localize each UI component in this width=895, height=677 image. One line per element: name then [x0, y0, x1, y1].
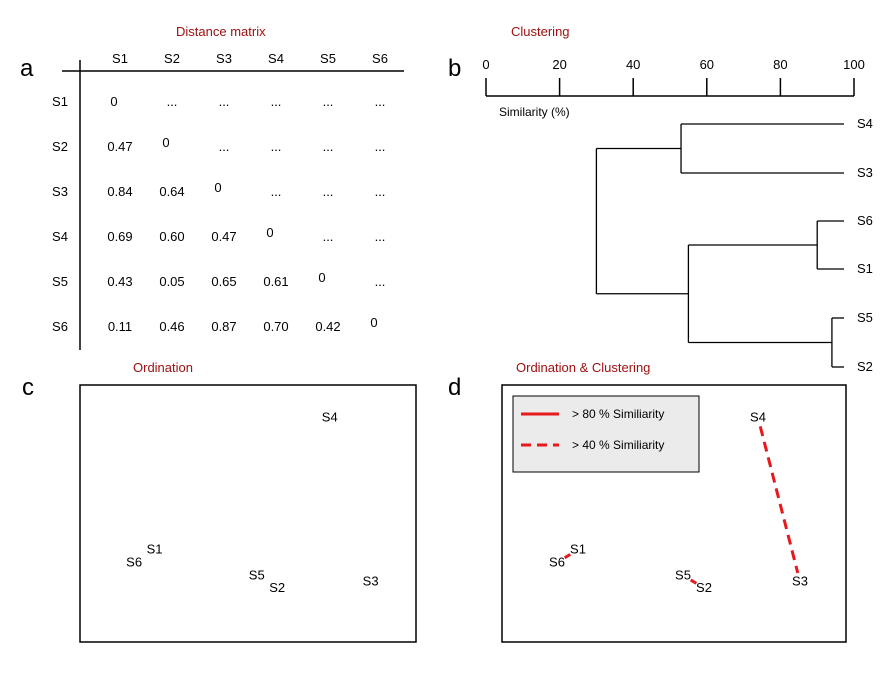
similarity-axis-label: Similarity (%) — [499, 105, 570, 119]
leaf-label-s5: S5 — [857, 310, 873, 325]
point-label-s4: S4 — [750, 410, 766, 425]
link-s5-s2 — [689, 578, 698, 585]
legend-label-solid: > 80 % Similiarity — [572, 407, 664, 421]
matrix-row-header-s1: S1 — [52, 94, 68, 109]
point-label-s1: S1 — [570, 542, 586, 557]
matrix-cell: 0 — [110, 94, 117, 109]
matrix-cell: ... — [219, 94, 230, 109]
matrix-cell: ... — [167, 94, 178, 109]
matrix-cell: ... — [323, 94, 334, 109]
matrix-cell: 0.70 — [263, 319, 288, 334]
ordination-frame — [79, 384, 417, 643]
point-label-s6: S6 — [126, 554, 142, 569]
matrix-cell: 0 — [370, 315, 377, 330]
matrix-cell: ... — [323, 229, 334, 244]
similarity-tick-label: 100 — [843, 57, 865, 72]
panel-a-title: Distance matrix — [176, 24, 266, 39]
matrix-cell: 0.69 — [107, 229, 132, 244]
matrix-cell: ... — [323, 184, 334, 199]
point-label-s3: S3 — [363, 574, 379, 589]
matrix-cell: 0.47 — [107, 139, 132, 154]
matrix-col-header-s3: S3 — [216, 51, 232, 66]
similarity-tick-label: 60 — [700, 57, 714, 72]
matrix-cell: ... — [375, 139, 386, 154]
matrix-cell: ... — [323, 139, 334, 154]
panel-b-letter: b — [448, 55, 461, 82]
matrix-col-header-s1: S1 — [112, 51, 128, 66]
point-label-s5: S5 — [249, 567, 265, 582]
leaf-label-s3: S3 — [857, 165, 873, 180]
matrix-cell: 0.84 — [107, 184, 132, 199]
matrix-col-header-s5: S5 — [320, 51, 336, 66]
legend: > 80 % Similiarity > 40 % Similiarity — [512, 395, 700, 473]
matrix-cell: ... — [375, 229, 386, 244]
matrix-cell: 0 — [318, 270, 325, 285]
point-label-s2: S2 — [269, 580, 285, 595]
matrix-cell: 0.43 — [107, 274, 132, 289]
panel-a-letter: a — [20, 55, 34, 82]
matrix-cell: 0.61 — [263, 274, 288, 289]
matrix-cell: 0.42 — [315, 319, 340, 334]
panel-c-letter: c — [22, 374, 34, 401]
matrix-cell: ... — [271, 184, 282, 199]
point-label-s4: S4 — [322, 410, 338, 425]
matrix-row-header-s4: S4 — [52, 229, 68, 244]
leaf-label-s6: S6 — [857, 213, 873, 228]
similarity-tick-label: 40 — [626, 57, 640, 72]
point-label-s2: S2 — [696, 580, 712, 595]
matrix-cell: ... — [375, 184, 386, 199]
point-label-s3: S3 — [792, 574, 808, 589]
matrix-row-header-s3: S3 — [52, 184, 68, 199]
matrix-cell: ... — [271, 139, 282, 154]
matrix-cell: 0 — [266, 225, 273, 240]
matrix-cell: ... — [375, 274, 386, 289]
matrix-cell: 0 — [162, 135, 169, 150]
matrix-cell: 0 — [214, 180, 221, 195]
matrix-cell: ... — [219, 139, 230, 154]
leaf-label-s1: S1 — [857, 261, 873, 276]
matrix-cell: 0.87 — [211, 319, 236, 334]
panel-d-letter: d — [448, 374, 461, 401]
dendrogram: Similarity (%) 0 20 40 60 80 100 S4 S3 S6 S1 S5 S2 — [482, 57, 873, 374]
panel-b-title: Clustering — [511, 24, 570, 39]
leaf-label-s4: S4 — [857, 116, 873, 131]
matrix-cell: 0.46 — [159, 319, 184, 334]
distance-matrix: S1 S2 S3 S4 S5 S6 S1 0............ ... S2 0.47 0...… — [52, 51, 404, 350]
matrix-cell: 0.47 — [211, 229, 236, 244]
matrix-cell: ... — [271, 94, 282, 109]
point-label-s6: S6 — [549, 554, 565, 569]
similarity-tick-label: 0 — [482, 57, 489, 72]
ordination-clustering-plot: S4 S1 S6 S5 S2 S3 — [549, 410, 808, 595]
matrix-col-header-s6: S6 — [372, 51, 388, 66]
similarity-tick-label: 20 — [552, 57, 566, 72]
similarity-tick-label: 80 — [773, 57, 787, 72]
ordination-plot: S4 S1 S6 S5 S2 S3 — [126, 410, 378, 595]
matrix-cell: 0.05 — [159, 274, 184, 289]
link-s4-s3 — [758, 425, 800, 574]
matrix-cell: 0.11 — [108, 319, 132, 334]
matrix-cell: 0.60 — [159, 229, 184, 244]
matrix-col-header-s2: S2 — [164, 51, 180, 66]
ordination-clustering-frame — [501, 384, 847, 643]
matrix-row-header-s6: S6 — [52, 319, 68, 334]
matrix-cell: 0.64 — [159, 184, 184, 199]
link-s1-s6 — [563, 553, 572, 560]
matrix-col-header-s4: S4 — [268, 51, 284, 66]
legend-box — [512, 395, 700, 473]
matrix-row-header-s2: S2 — [52, 139, 68, 154]
point-label-s5: S5 — [675, 567, 691, 582]
matrix-row-header-s5: S5 — [52, 274, 68, 289]
panel-d-title: Ordination & Clustering — [516, 360, 650, 375]
leaf-label-s2: S2 — [857, 359, 873, 374]
matrix-cell: 0.65 — [211, 274, 236, 289]
point-label-s1: S1 — [147, 542, 163, 557]
matrix-cell: ... — [375, 94, 386, 109]
legend-label-dashed: > 40 % Similiarity — [572, 438, 664, 452]
panel-c-title: Ordination — [133, 360, 193, 375]
